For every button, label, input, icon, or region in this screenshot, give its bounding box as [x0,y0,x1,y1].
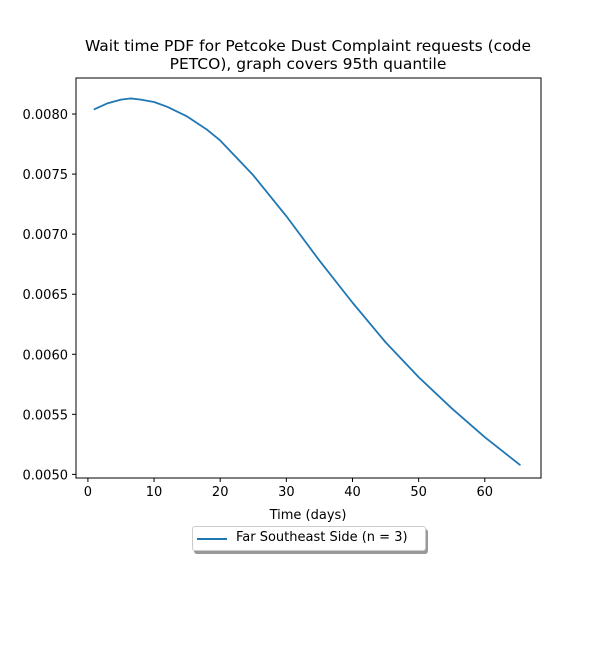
x-tick-label: 30 [278,485,295,500]
x-tick-label: 10 [146,485,163,500]
series-line-0 [93,97,521,466]
plot-area-frame [75,77,542,479]
y-tick-label: 0.0080 [23,108,69,123]
y-tick-label: 0.0070 [23,228,69,243]
y-tick-label: 0.0060 [23,348,69,363]
y-tick-label: 0.0050 [23,468,69,483]
y-axis: 0.0050 0.0055 0.0060 0.0065 0.0070 0.0075 0.00… [23,108,76,483]
chart-title-line-2: PETCO), graph covers 95th quantile [169,55,447,73]
x-axis-label: Time (days) [269,508,347,523]
y-tick-label: 0.0055 [23,408,69,423]
x-axis: 0 10 20 30 40 50 60 [84,478,493,500]
x-tick-label: 20 [212,485,229,500]
legend-line-swatch [197,538,227,540]
legend-label: Far Southeast Side (n = 3) [236,530,408,545]
series-layer [93,97,521,466]
chart-title-line-1: Wait time PDF for Petcoke Dust Complaint… [84,37,532,55]
x-tick-label: 50 [410,485,427,500]
x-tick-label: 0 [84,485,92,500]
x-tick-label: 40 [344,485,361,500]
y-tick-label: 0.0075 [23,168,69,183]
legend: Far Southeast Side (n = 3) [192,526,426,551]
y-tick-label: 0.0065 [23,288,69,303]
x-tick-label: 60 [477,485,494,500]
